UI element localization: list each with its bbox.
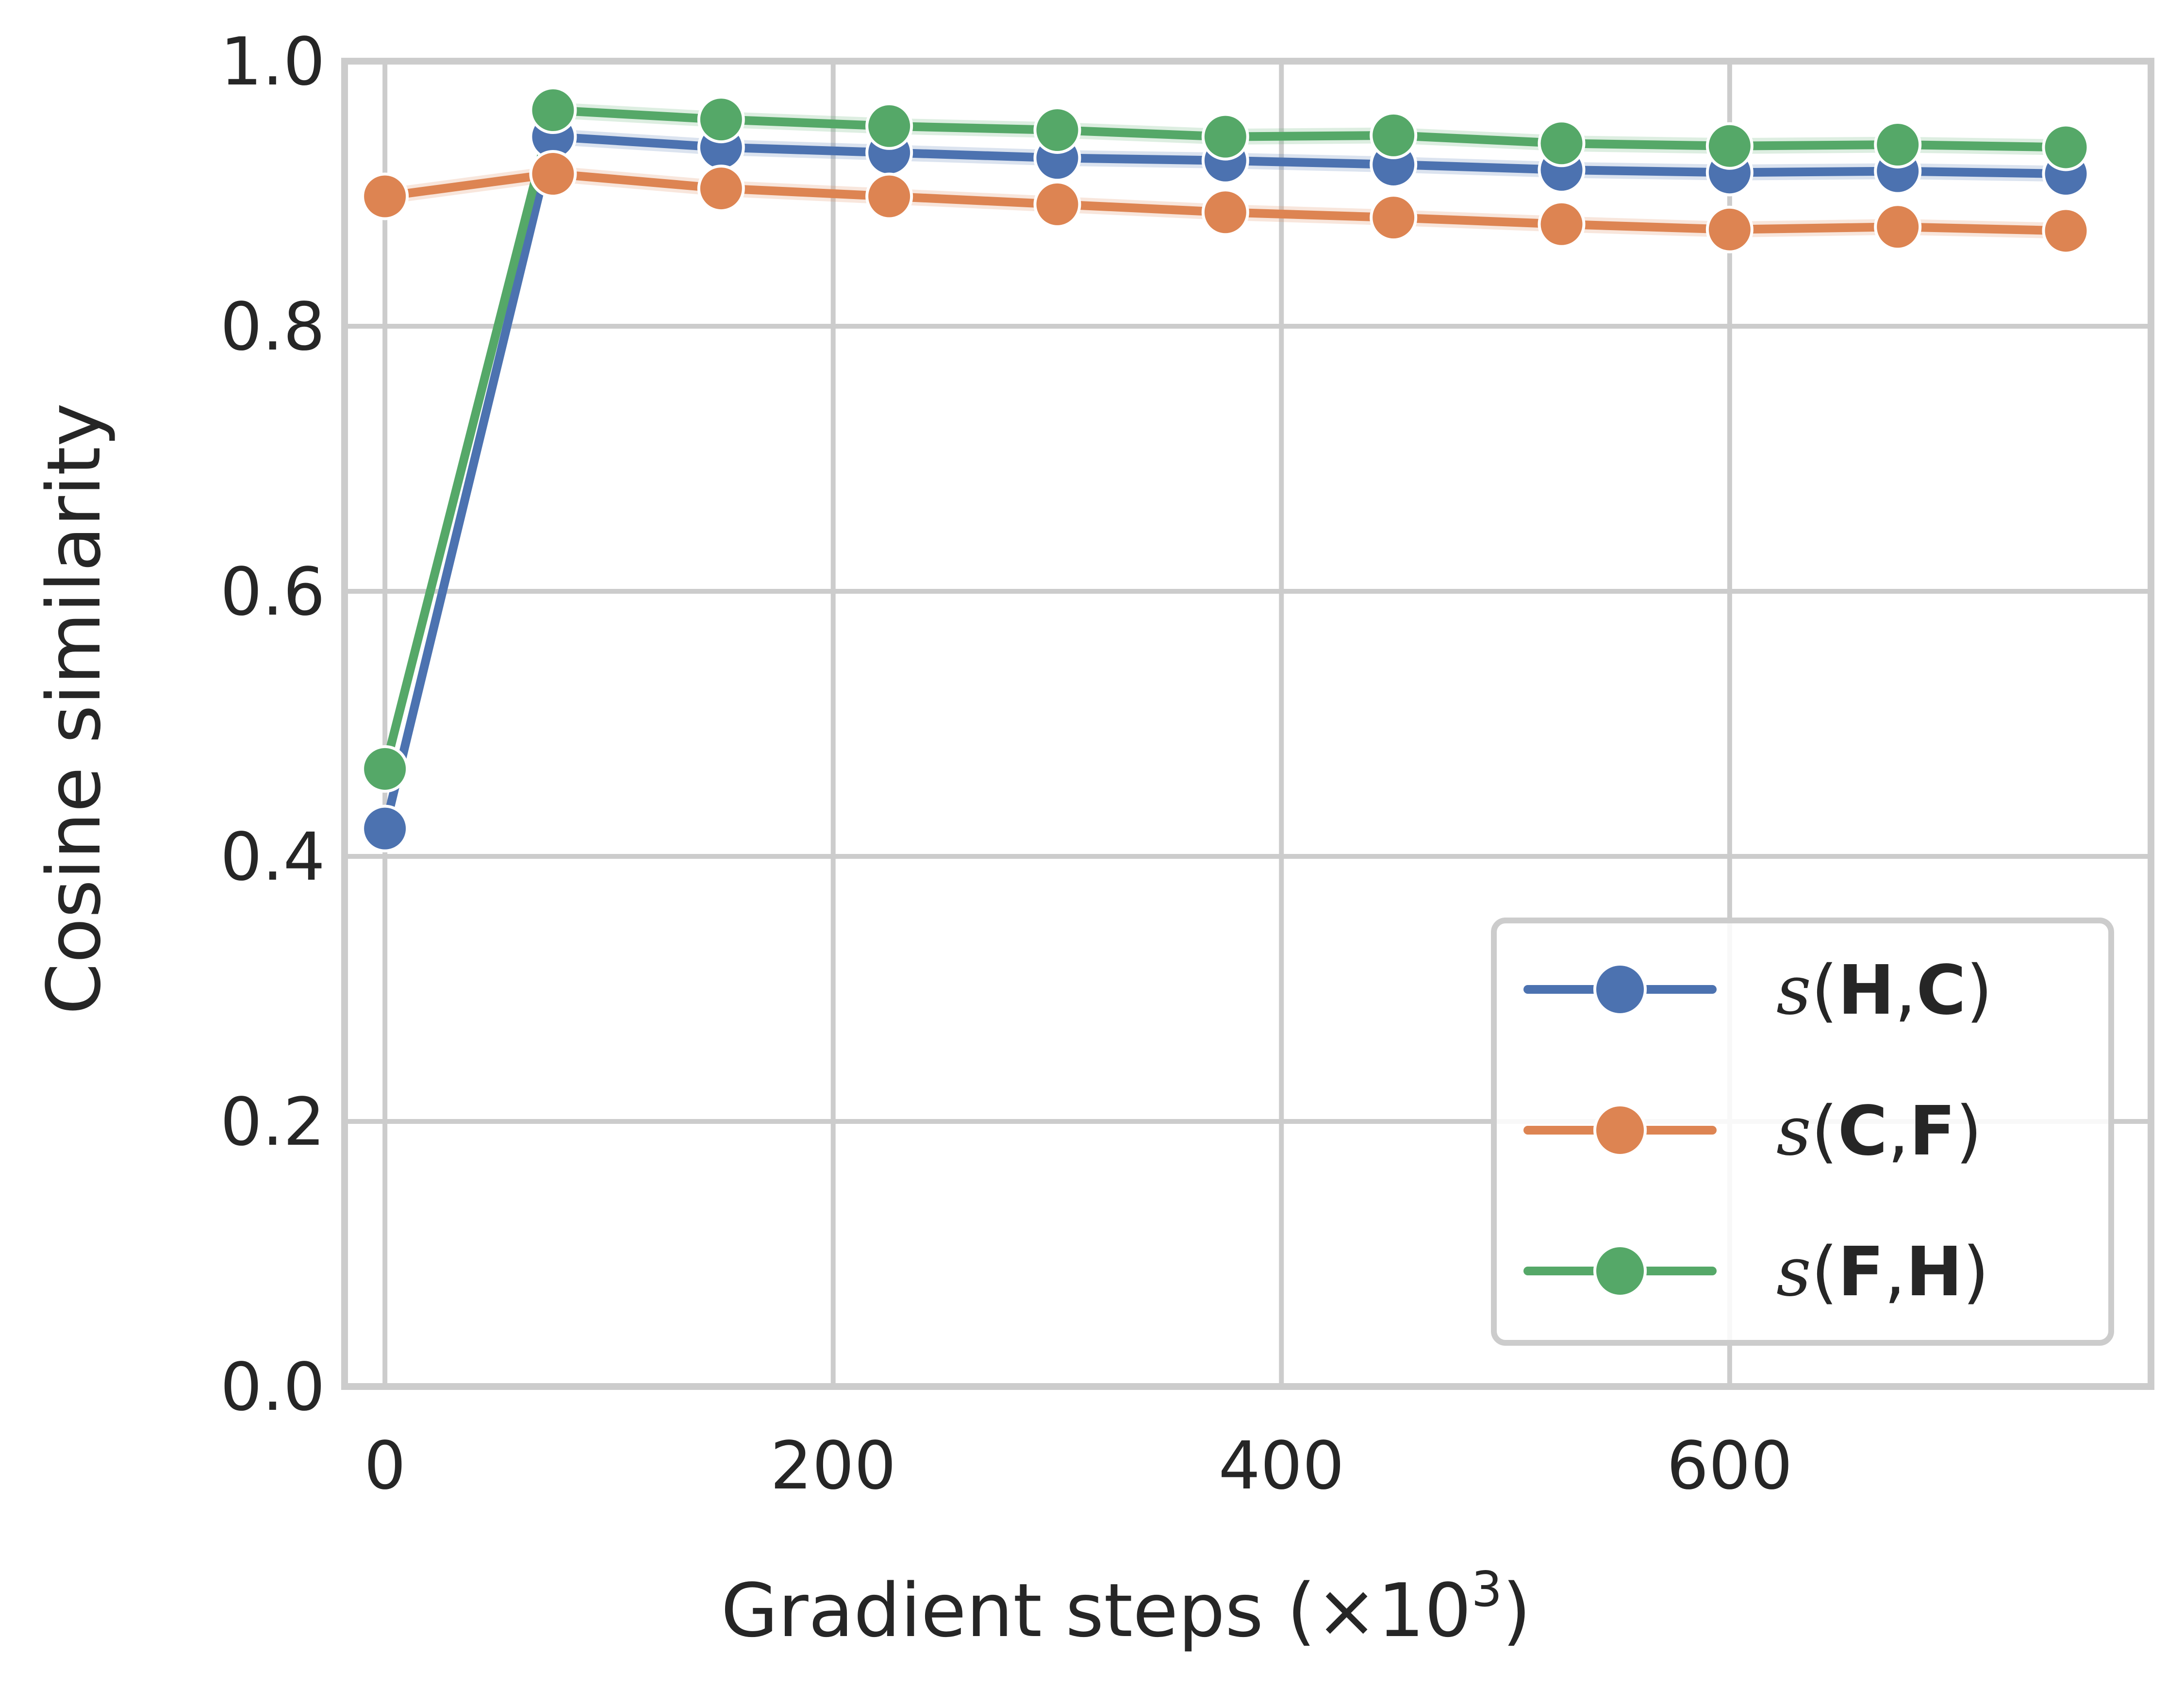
series-line <box>381 132 2070 833</box>
legend-marker <box>1593 963 1647 1016</box>
series-band <box>385 166 2066 239</box>
confidence-bands <box>385 102 2066 837</box>
legend-label: s(C,F) <box>1776 1092 1982 1171</box>
y-tick-label: 0.8 <box>220 289 325 366</box>
data-point <box>361 172 409 220</box>
data-point <box>1874 203 1922 251</box>
x-tick-labels: 0 200 400 600 <box>364 1428 1793 1504</box>
y-tick-labels: 0.0 0.2 0.4 0.6 0.8 1.0 <box>220 24 325 1426</box>
data-point <box>1033 106 1081 154</box>
y-axis-title: Cosine similarity <box>31 403 117 1015</box>
y-tick-label: 0.0 <box>220 1349 325 1426</box>
x-axis-title-sup: 3 <box>1472 1561 1503 1618</box>
data-point <box>697 165 745 213</box>
data-point <box>1370 111 1418 159</box>
y-tick-label: 0.6 <box>220 554 325 631</box>
data-point <box>2042 123 2090 171</box>
y-tick-label: 0.2 <box>220 1084 325 1161</box>
data-point <box>1538 200 1586 248</box>
data-point <box>529 150 577 198</box>
y-tick-label: 0.4 <box>220 819 325 896</box>
legend-label: s(F,H) <box>1776 1233 1989 1312</box>
x-tick-label: 200 <box>770 1428 896 1504</box>
data-point <box>361 804 409 852</box>
data-point <box>1874 120 1922 168</box>
x-tick-label: 0 <box>364 1428 406 1504</box>
data-point <box>529 86 577 134</box>
x-tick-label: 400 <box>1218 1428 1344 1504</box>
x-tick-label: 600 <box>1667 1428 1793 1504</box>
data-point <box>1033 180 1081 228</box>
data-point <box>1705 205 1754 253</box>
data-point <box>865 172 913 220</box>
data-point <box>865 102 913 150</box>
y-tick-label: 1.0 <box>220 24 325 100</box>
legend-label: s(H,C) <box>1776 951 1993 1030</box>
x-axis-title-main: Gradient steps (×10 <box>721 1568 1471 1654</box>
x-axis-title: Gradient steps (×103) <box>721 1561 1531 1654</box>
legend: s(H,C) s(C,F) s(F,H) <box>1491 918 2114 1346</box>
data-point <box>1201 188 1249 236</box>
plot-frame <box>341 58 2154 1390</box>
data-point <box>1201 113 1249 161</box>
data-point <box>697 96 745 144</box>
series-points <box>361 86 2090 852</box>
legend-marker <box>1593 1103 1647 1157</box>
data-point <box>361 745 409 793</box>
data-point <box>1370 194 1418 242</box>
data-point <box>2042 207 2090 255</box>
legend-box <box>1491 918 2114 1346</box>
x-axis-title-close: ) <box>1502 1568 1531 1654</box>
data-point <box>1705 122 1754 170</box>
data-point <box>1538 119 1586 167</box>
legend-marker <box>1593 1244 1647 1298</box>
